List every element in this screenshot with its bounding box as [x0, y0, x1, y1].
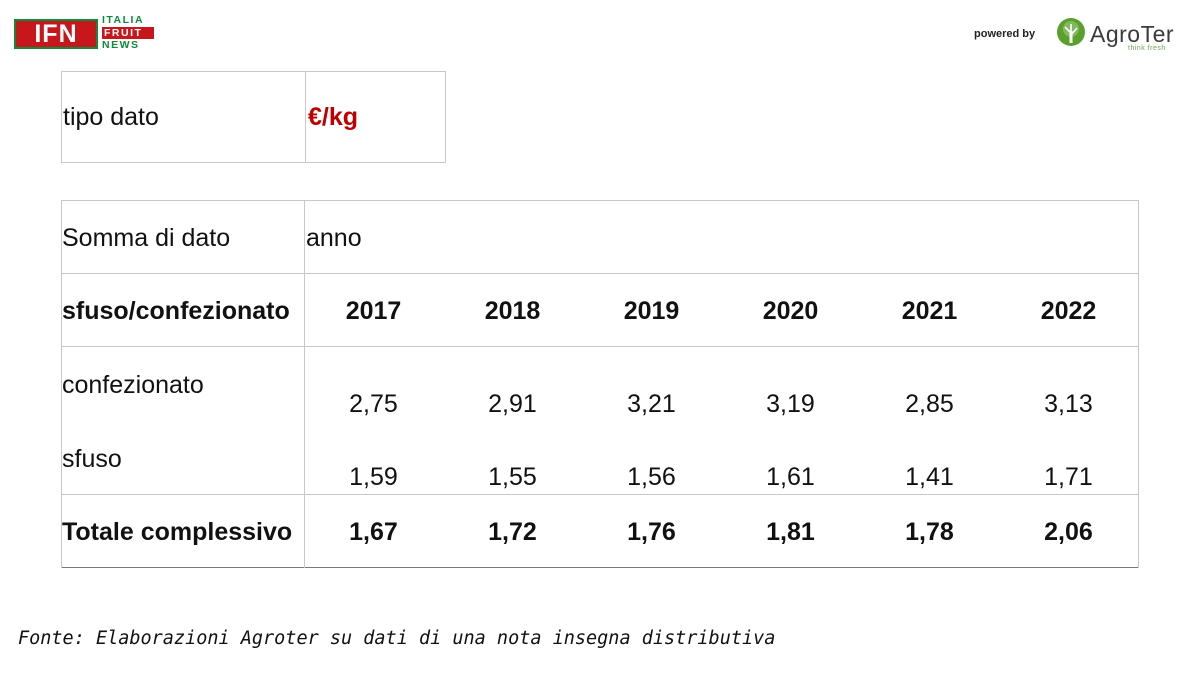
value-confezionato-5: 3,13 — [1044, 390, 1093, 418]
value-total-4: 1,78 — [905, 518, 954, 546]
value-confezionato-4: 2,85 — [905, 390, 954, 418]
value-confezionato-0: 2,75 — [349, 390, 398, 418]
agroter-name: AgroTer — [1090, 21, 1175, 47]
table-rule — [304, 200, 305, 568]
value-total-0: 1,67 — [349, 518, 398, 546]
year-header-5: 2022 — [1040, 297, 1097, 325]
year-header-3: 2020 — [762, 297, 819, 325]
value-confezionato-2: 3,21 — [627, 390, 676, 418]
filter-value: €/kg — [305, 71, 446, 163]
ifn-logo-line2: FRUIT — [102, 26, 154, 39]
table-rule — [61, 273, 1139, 274]
year-header-2: 2019 — [623, 297, 680, 325]
agroter-tagline: think fresh — [1128, 45, 1166, 52]
value-total-3: 1,81 — [766, 518, 815, 546]
pivot-table: Somma di dato anno sfuso/confezionato co… — [61, 200, 1139, 568]
value-sfuso-0: 1,59 — [349, 463, 398, 491]
value-total-2: 1,76 — [627, 518, 676, 546]
value-total-5: 2,06 — [1044, 518, 1093, 546]
value-total-1: 1,72 — [488, 518, 537, 546]
value-sfuso-4: 1,41 — [905, 463, 954, 491]
column-field-label: anno — [306, 224, 362, 252]
value-sfuso-5: 1,71 — [1044, 463, 1093, 491]
ifn-logo-words: ITALIA FRUIT NEWS — [102, 14, 154, 52]
value-sfuso-2: 1,56 — [627, 463, 676, 491]
year-header-4: 2021 — [901, 297, 958, 325]
table-rule — [61, 567, 1139, 568]
value-sfuso-3: 1,61 — [766, 463, 815, 491]
row-field-label: sfuso/confezionato — [62, 297, 290, 325]
source-note: Fonte: Elaborazioni Agroter su dati di u… — [18, 628, 776, 649]
table-rule — [61, 200, 62, 568]
table-rule — [61, 200, 1139, 201]
row-label-sfuso: sfuso — [62, 445, 122, 473]
value-confezionato-1: 2,91 — [488, 390, 537, 418]
agroter-logo: AgroTer think fresh — [1056, 17, 1186, 53]
ifn-logo-line1: ITALIA — [102, 14, 145, 26]
ifn-logo-letters: IFN — [14, 19, 98, 49]
row-label-confezionato: confezionato — [62, 371, 204, 399]
ifn-logo: IFN ITALIA FRUIT NEWS — [14, 14, 154, 54]
year-header-0: 2017 — [345, 297, 402, 325]
pivot-title-cell: Somma di dato — [62, 224, 231, 252]
table-rule — [61, 494, 1139, 495]
tree-icon — [1057, 18, 1085, 46]
filter-label: tipo dato — [61, 71, 306, 163]
value-confezionato-3: 3,19 — [766, 390, 815, 418]
value-sfuso-1: 1,55 — [488, 463, 537, 491]
powered-by-label: powered by — [974, 28, 1036, 40]
ifn-logo-line3: NEWS — [102, 39, 140, 51]
table-rule — [61, 346, 1139, 347]
year-header-1: 2018 — [484, 297, 541, 325]
filter-table: tipo dato €/kg — [61, 71, 446, 163]
total-label: Totale complessivo — [62, 518, 293, 546]
table-rule — [1138, 200, 1139, 568]
